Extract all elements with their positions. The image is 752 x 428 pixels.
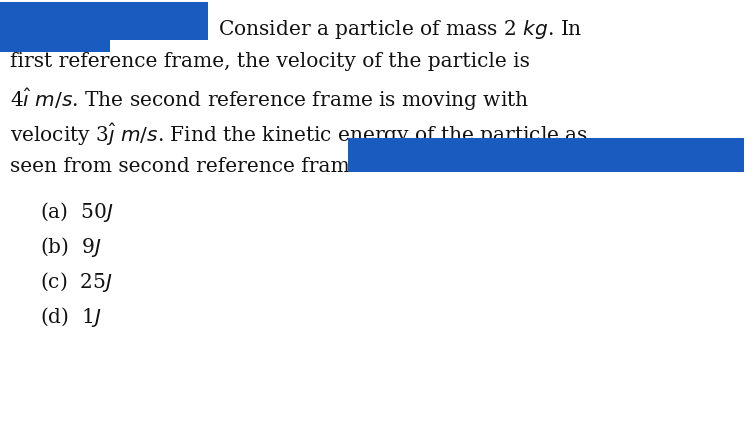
Text: seen from second reference frame.: seen from second reference frame. xyxy=(10,157,368,176)
Text: velocity 3$\hat{\jmath}$ $m/s$. Find the kinetic energy of the particle as: velocity 3$\hat{\jmath}$ $m/s$. Find the… xyxy=(10,122,588,148)
FancyBboxPatch shape xyxy=(348,138,744,172)
Text: (a)  50$J$: (a) 50$J$ xyxy=(40,200,114,224)
Text: first reference frame, the velocity of the particle is: first reference frame, the velocity of t… xyxy=(10,52,530,71)
Text: Consider a particle of mass 2 $kg$. In: Consider a particle of mass 2 $kg$. In xyxy=(218,18,583,41)
Text: (c)  25$J$: (c) 25$J$ xyxy=(40,270,113,294)
FancyBboxPatch shape xyxy=(0,38,110,52)
FancyBboxPatch shape xyxy=(0,2,208,40)
Text: (d)  1$J$: (d) 1$J$ xyxy=(40,305,102,329)
Text: 4$\hat{\imath}$ $m/s$. The second reference frame is moving with: 4$\hat{\imath}$ $m/s$. The second refere… xyxy=(10,87,529,113)
Text: (b)  9$J$: (b) 9$J$ xyxy=(40,235,102,259)
